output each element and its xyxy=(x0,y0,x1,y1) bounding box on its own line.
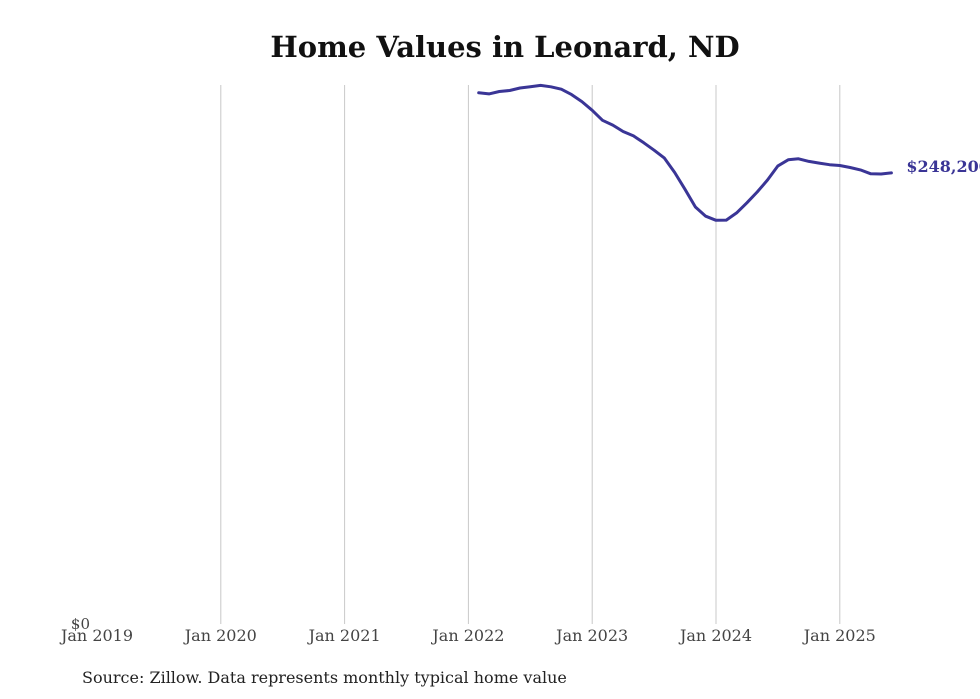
y-axis-ticks: $0 xyxy=(71,615,90,633)
x-tick-label: Jan 2023 xyxy=(554,626,628,645)
x-tick-label: Jan 2019 xyxy=(59,626,133,645)
x-axis-ticks: Jan 2019 Jan 2020 Jan 2021 Jan 2022 Jan 2023… xyxy=(59,626,876,645)
grid-lines xyxy=(220,85,841,624)
source-note: Source: Zillow. Data represents monthly … xyxy=(82,668,567,687)
x-tick-label: Jan 2025 xyxy=(802,626,876,645)
x-tick-label: Jan 2024 xyxy=(678,626,752,645)
x-tick-label: Jan 2020 xyxy=(183,626,257,645)
x-tick-label: Jan 2022 xyxy=(430,626,504,645)
series-line xyxy=(477,83,893,222)
y-tick-label: $0 xyxy=(71,615,90,633)
end-value-label: $248,200 xyxy=(906,157,980,176)
chart-title: Home Values in Leonard, ND xyxy=(270,30,740,64)
x-tick-label: Jan 2021 xyxy=(307,626,381,645)
